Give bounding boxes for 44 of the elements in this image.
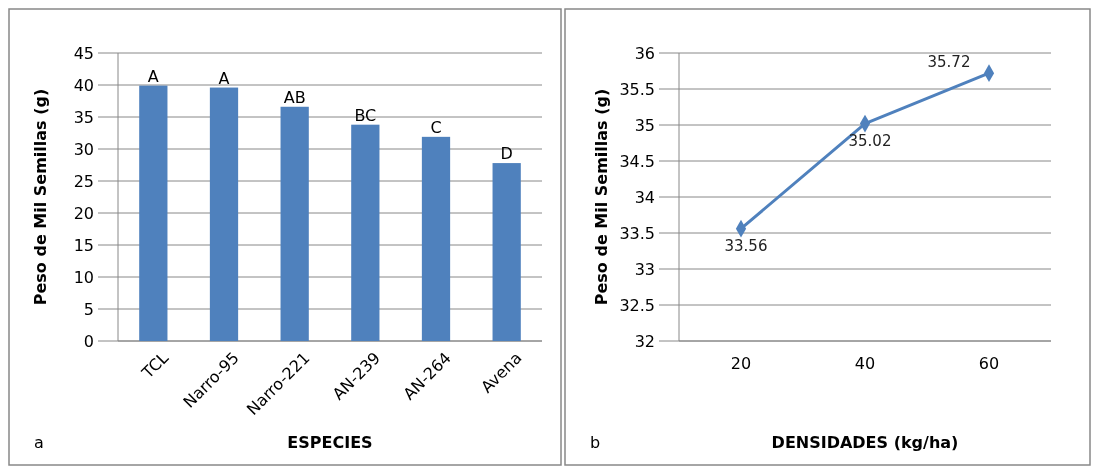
y-tick-label: 25 — [73, 171, 94, 191]
y-tick-label: 15 — [73, 235, 94, 255]
x-axis-title: DENSIDADES (kg/ha) — [771, 433, 959, 452]
text: a — [34, 433, 44, 452]
x-tick-label: 60 — [978, 354, 1000, 373]
x-tick-label: 20 — [730, 354, 752, 373]
y-tick-label: 10 — [73, 267, 94, 287]
bar — [280, 106, 309, 341]
y-tick-label: 30 — [73, 139, 94, 159]
y-tick-label: 40 — [73, 75, 94, 95]
data-label: 35.72 — [927, 53, 971, 72]
text: b — [590, 433, 601, 452]
y-tick-label: 0 — [83, 331, 94, 351]
bar — [492, 163, 521, 341]
data-label: 35.02 — [848, 131, 892, 150]
y-tick-label: 33 — [634, 259, 655, 279]
annotation: A — [147, 66, 159, 86]
y-tick-label: 45 — [73, 43, 94, 63]
annotation: C — [430, 117, 442, 137]
bar — [351, 124, 380, 341]
x-tick-label: TCL — [137, 348, 173, 383]
y-tick-label: 20 — [73, 203, 94, 223]
bar — [421, 136, 451, 341]
y-tick-label: 35 — [73, 107, 94, 127]
y-tick-label: 34.5 — [619, 151, 655, 171]
annotation: AB — [283, 87, 306, 107]
annotation: A — [218, 68, 230, 88]
y-tick-label: 34 — [634, 187, 655, 207]
y-tick-label: 33.5 — [619, 223, 655, 243]
annotation: D — [500, 144, 513, 164]
y-tick-label: 5 — [83, 299, 94, 319]
y-tick-label: 32.5 — [619, 295, 655, 315]
x-axis-title: ESPECIES — [287, 433, 373, 452]
y-axis-title: Peso de Mil Semillas (g) — [592, 88, 611, 306]
bar — [139, 85, 168, 341]
y-axis-title: Peso de Mil Semillas (g) — [31, 88, 50, 306]
data-label: 33.56 — [724, 236, 768, 255]
bar — [209, 87, 239, 341]
annotation: BC — [354, 105, 377, 125]
y-tick-label: 36 — [634, 43, 655, 63]
y-tick-label: 32 — [634, 331, 655, 351]
y-tick-label: 35.5 — [619, 79, 655, 99]
y-tick-label: 35 — [634, 115, 655, 135]
x-tick-label: 40 — [854, 354, 876, 373]
